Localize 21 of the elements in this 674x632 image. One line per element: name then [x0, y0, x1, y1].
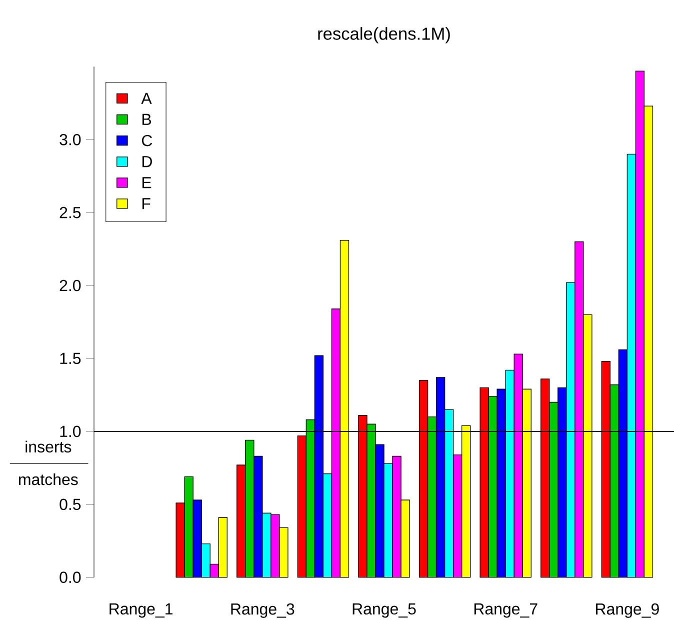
y-tick-label: 2.0: [60, 280, 81, 292]
y-tick-label: 0.5: [60, 498, 81, 510]
x-tick-label: Range_3: [231, 603, 294, 618]
x-tick-label: Range_7: [474, 603, 538, 618]
x-tick-label: Range_9: [596, 603, 659, 618]
x-tick-label: Range_1: [110, 603, 172, 618]
y-tick-label: 0.0: [60, 572, 81, 583]
chart-title: rescale(dens.1M): [318, 27, 450, 44]
legend-label: D: [142, 156, 152, 168]
legend-label: C: [142, 134, 152, 146]
y-tick-label: 3.0: [60, 134, 81, 146]
legend-label: A: [141, 92, 152, 104]
legend-label: F: [142, 198, 150, 210]
legend-label: B: [142, 114, 151, 125]
text: inserts: [26, 440, 72, 452]
y-tick-label: 1.5: [60, 352, 81, 364]
x-tick-label: Range_5: [352, 603, 416, 618]
text: matches: [19, 473, 78, 486]
y-tick-label: 2.5: [60, 206, 81, 218]
y-tick-label: 1.0: [60, 426, 81, 438]
legend-label: E: [142, 177, 152, 188]
